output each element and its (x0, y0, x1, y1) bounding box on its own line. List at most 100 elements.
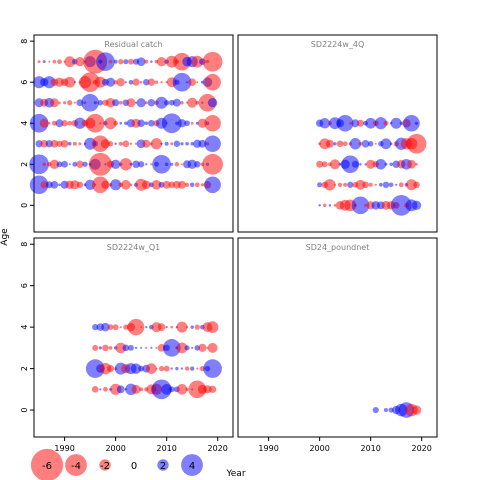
residual-bubble (186, 81, 189, 84)
panel-title: SD2224w_4Q (311, 40, 365, 49)
residual-bubble (139, 387, 144, 392)
residual-bubble (48, 60, 51, 63)
residual-bubble (383, 407, 389, 413)
residual-bubble (60, 139, 69, 148)
residual-bubble (73, 81, 76, 84)
residual-bubble (170, 142, 174, 146)
residual-bubble (137, 119, 145, 127)
residual-bubble (165, 326, 168, 329)
legend-label: 2 (160, 461, 166, 472)
residual-bubble (411, 200, 422, 210)
residual-bubble (358, 141, 363, 146)
residual-bubble (144, 59, 149, 64)
panel-title: Residual catch (104, 40, 162, 49)
residual-bubble (130, 363, 142, 374)
residual-bubble (112, 324, 119, 331)
residual-bubble (39, 118, 49, 128)
residual-bubble (42, 162, 46, 167)
residual-bubble (184, 120, 190, 127)
panel-frame (33, 34, 234, 233)
legend-bubble (157, 459, 169, 471)
residual-bubble (136, 57, 146, 67)
residual-bubble (64, 76, 76, 88)
residual-bubble (189, 182, 195, 188)
residual-bubble (128, 79, 134, 85)
residual-bubble (55, 119, 64, 128)
residual-bubble (29, 154, 49, 175)
residual-bubble (204, 73, 221, 91)
residual-bubble (318, 204, 321, 207)
residual-bubble (110, 179, 122, 191)
residual-bubble (81, 93, 99, 112)
residual-bubble (40, 139, 48, 148)
residual-bubble (70, 180, 80, 190)
legend-bubble (99, 459, 111, 471)
residual-bubble (91, 385, 99, 393)
x-tick-label: 2010 (156, 444, 176, 453)
residual-bubble (378, 182, 383, 187)
residual-bubble (119, 326, 122, 329)
residual-bubble (175, 366, 179, 371)
residual-bubble (413, 181, 420, 189)
residual-bubble (321, 161, 328, 168)
residual-bubble (208, 385, 217, 394)
residual-bubble (140, 326, 143, 329)
residual-bubble (48, 122, 51, 125)
residual-bubble (389, 142, 393, 146)
residual-bubble (118, 141, 123, 146)
residual-bubble (75, 56, 85, 67)
residual-bubble (415, 162, 418, 166)
legend-label: -6 (42, 461, 52, 472)
residual-bubble (67, 141, 72, 146)
residual-bubble (145, 163, 148, 166)
residual-bubble (93, 101, 97, 105)
residual-bubble (151, 180, 162, 190)
residual-bubble (78, 142, 82, 146)
residual-bubble (204, 176, 221, 194)
residual-bubble (196, 367, 199, 370)
residual-bubble (97, 99, 104, 106)
residual-bubble (80, 72, 100, 93)
residual-bubble (343, 182, 348, 187)
residual-bubble (123, 59, 129, 65)
residual-bubble (146, 363, 157, 374)
residual-bubble (368, 182, 373, 187)
residual-bubble (72, 161, 78, 167)
residual-bubble (390, 117, 402, 129)
y-tick-label: 4 (20, 121, 29, 126)
legend-label: -2 (100, 461, 110, 472)
legend-bubble (65, 454, 87, 476)
residual-bubble (374, 117, 387, 130)
residual-bubble (29, 113, 49, 133)
residual-bubble (99, 362, 112, 375)
residual-bubble (414, 121, 419, 125)
residual-bubble (57, 59, 62, 65)
residual-bubble (40, 181, 48, 189)
residual-bubble (333, 142, 337, 146)
residual-bubble (367, 141, 374, 147)
residual-bubble (82, 161, 88, 167)
residual-bubble (98, 346, 102, 350)
residual-bubble (411, 405, 422, 415)
residual-bubble (177, 119, 187, 128)
residual-bubble (100, 139, 111, 149)
residual-bubble (107, 324, 114, 330)
residual-bubble (184, 345, 190, 351)
y-tick-label: 0 (20, 203, 29, 208)
residual-bubble (150, 138, 163, 150)
panel-3: SD2224w_Q1 0 2 4 6 8 1990 2000 2010 2020 (20, 237, 234, 453)
residual-bubble (351, 196, 370, 215)
residual-bubble (49, 159, 60, 169)
residual-bubble (58, 101, 61, 104)
residual-bubble (128, 344, 134, 351)
residual-bubble (184, 182, 190, 187)
residual-bubble (52, 59, 57, 64)
residual-bubble (124, 121, 128, 125)
residual-bubble (139, 80, 143, 84)
residual-bubble (323, 203, 327, 208)
residual-bubble (155, 96, 168, 109)
residual-bubble (180, 367, 184, 370)
y-tick-label: 0 (20, 408, 29, 413)
x-tick-label: 2010 (360, 444, 380, 453)
